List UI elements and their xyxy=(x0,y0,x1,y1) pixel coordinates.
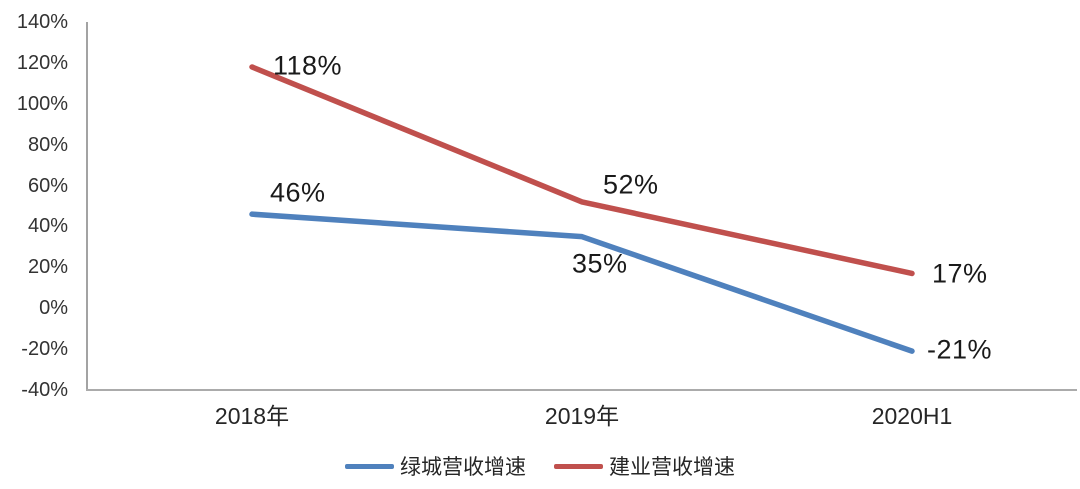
y-axis-tick-label: -40% xyxy=(21,379,68,401)
data-label-series-1-point-1: 52% xyxy=(603,169,659,200)
y-axis-tick-label: 40% xyxy=(27,215,68,238)
legend-item-series-1: 建业营收增速 xyxy=(554,451,735,481)
y-axis-tick-label: 80% xyxy=(27,133,68,156)
legend-line-swatch-red xyxy=(554,463,603,469)
data-label-series-0-point-0: 46% xyxy=(270,177,326,208)
y-axis-tick-label: 120% xyxy=(16,51,68,74)
data-label-series-1-point-0: 118% xyxy=(273,50,343,81)
data-label-series-0-point-2: -21% xyxy=(927,334,993,365)
y-axis-tick-label: 60% xyxy=(27,174,68,197)
series-line-0 xyxy=(249,211,915,354)
x-axis-label-0: 2018年 xyxy=(214,403,290,429)
y-axis-tick-label: 0% xyxy=(39,297,68,320)
y-axis-tick-label: 100% xyxy=(16,92,68,115)
y-axis-tick-label: -20% xyxy=(21,338,68,361)
legend-label: 绿城营收增速 xyxy=(400,456,526,479)
data-label-series-1-point-2: 17% xyxy=(932,258,988,289)
legend-label: 建业营收增速 xyxy=(609,456,735,479)
data-label-series-0-point-1: 35% xyxy=(572,248,628,279)
x-axis-label-2: 2020H1 xyxy=(871,403,953,429)
legend-line-swatch-blue xyxy=(345,463,394,469)
y-axis-tick-label: 20% xyxy=(27,256,68,279)
series-line-1 xyxy=(249,64,915,277)
y-axis-tick-label: 140% xyxy=(16,11,68,33)
legend: 绿城营收增速 建业营收增速 xyxy=(0,451,1080,481)
legend-item-series-0: 绿城营收增速 xyxy=(345,451,526,481)
x-axis-label-1: 2019年 xyxy=(544,403,620,429)
